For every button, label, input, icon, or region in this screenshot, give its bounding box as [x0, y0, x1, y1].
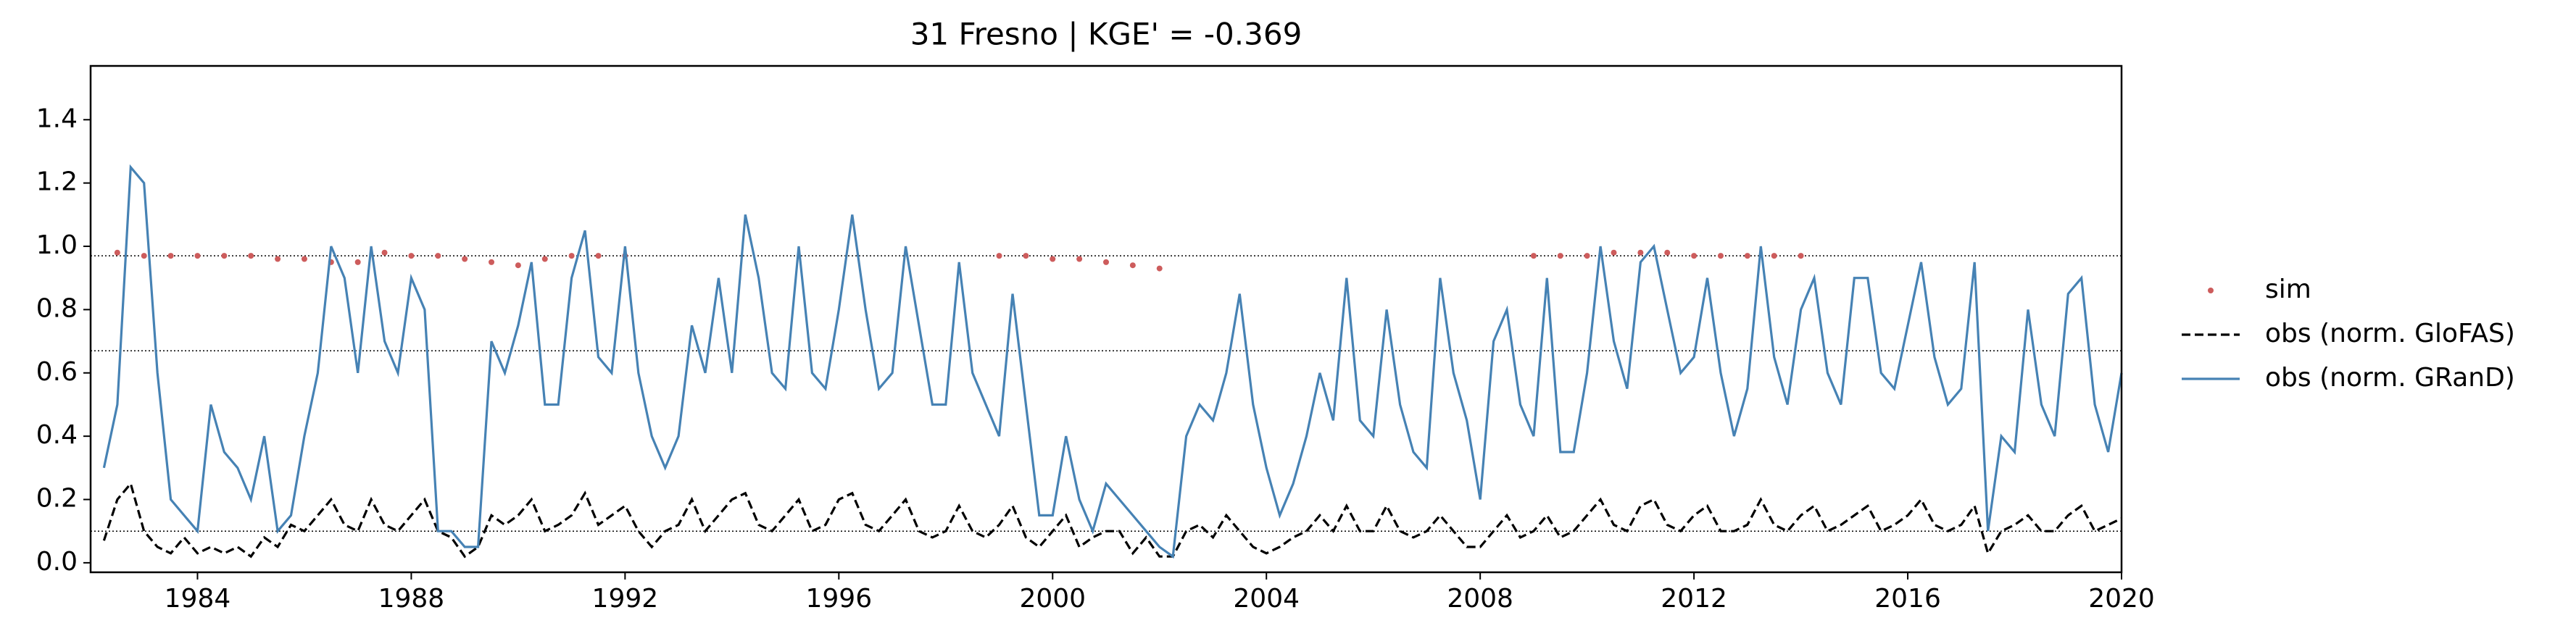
chart-title: 31 Fresno | KGE' = -0.369: [910, 17, 1302, 52]
sim-point: [1129, 262, 1136, 269]
sim-point: [1744, 253, 1750, 259]
series-line: [102, 481, 2122, 559]
x-tick-label: 2000: [1019, 584, 1086, 614]
y-tick-label: 0.2: [36, 484, 78, 514]
sim-point: [141, 253, 147, 259]
sim-point: [408, 253, 415, 259]
sim-point: [435, 253, 441, 259]
x-tick-label: 2016: [1874, 584, 1941, 614]
legend-marker: [2208, 288, 2214, 293]
sim-point: [1156, 265, 1163, 272]
sim-point: [1691, 253, 1698, 259]
x-tick-label: 2004: [1233, 584, 1300, 614]
sim-point: [1023, 253, 1029, 259]
x-tick-label: 2012: [1661, 584, 1727, 614]
x-tick-label: 1992: [592, 584, 659, 614]
sim-point: [381, 249, 388, 256]
y-tick-label: 1.2: [36, 167, 78, 197]
sim-point: [167, 253, 174, 259]
sim-point: [595, 253, 602, 259]
sim-point: [1611, 249, 1617, 256]
legend-label: obs (norm. GloFAS): [2265, 319, 2515, 348]
plot-frame: [89, 64, 2123, 574]
sim-point: [1771, 253, 1777, 259]
sim-point: [1717, 253, 1724, 259]
sim-point: [462, 256, 468, 262]
x-tick-label: 2008: [1447, 584, 1513, 614]
sim-point: [248, 253, 254, 259]
sim-point: [1798, 253, 1804, 259]
legend-label: sim: [2265, 275, 2311, 304]
sim-point: [1530, 253, 1537, 259]
y-tick-label: 0.4: [36, 420, 78, 450]
sim-point: [568, 253, 575, 259]
y-tick-label: 0.0: [36, 547, 78, 577]
y-tick-label: 1.0: [36, 230, 78, 260]
x-tick-label: 1988: [378, 584, 445, 614]
sim-point: [541, 256, 548, 262]
sim-point: [1637, 249, 1644, 256]
sim-point: [114, 249, 120, 256]
y-tick-label: 0.6: [36, 357, 78, 387]
sim-point: [1557, 253, 1563, 259]
sim-point: [301, 256, 307, 262]
y-tick-label: 0.8: [36, 293, 78, 323]
sim-point: [1103, 259, 1109, 265]
sim-point: [1076, 256, 1083, 262]
sim-point: [996, 253, 1002, 259]
y-tick-label: 1.4: [36, 104, 78, 133]
sim-point: [221, 253, 228, 259]
x-tick-label: 1984: [165, 584, 231, 614]
x-tick-label: 1996: [806, 584, 873, 614]
sim-point: [489, 259, 495, 265]
sim-point: [354, 259, 361, 265]
legend-label: obs (norm. GRanD): [2265, 363, 2515, 393]
x-tick-label: 2020: [2088, 584, 2155, 614]
sim-point: [1584, 253, 1590, 259]
sim-point: [194, 253, 201, 259]
sim-point: [275, 256, 281, 262]
sim-point: [1664, 249, 1671, 256]
series-line: [102, 164, 2123, 559]
sim-point: [515, 262, 521, 269]
sim-point: [1050, 256, 1056, 262]
